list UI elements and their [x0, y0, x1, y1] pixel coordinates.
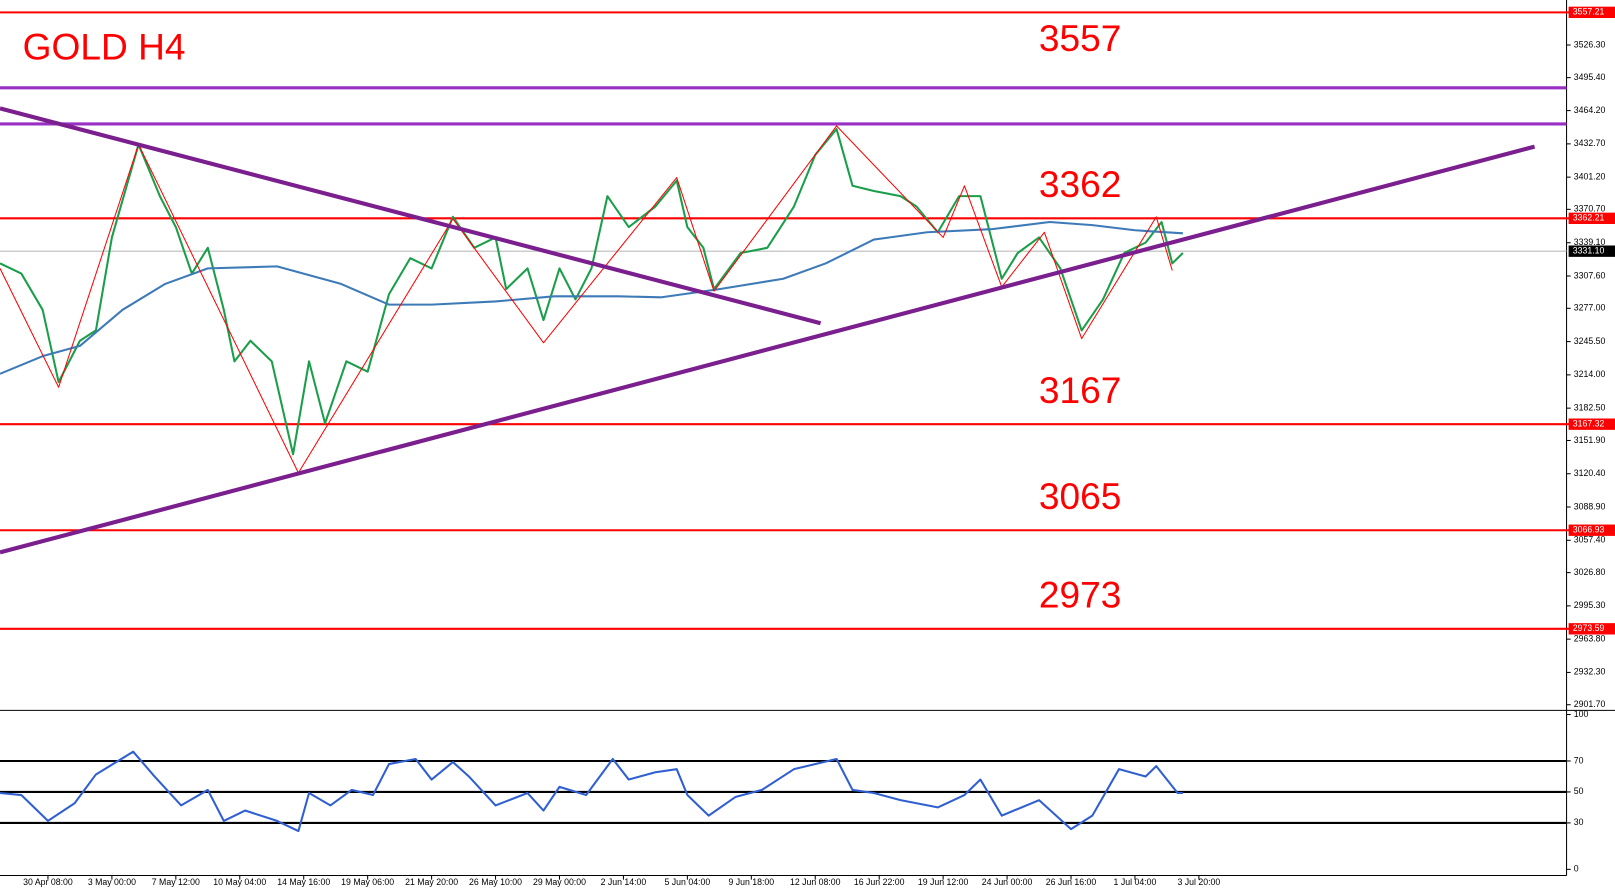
y-tick-label: 3432.70 [1574, 138, 1606, 148]
y-tick-label: 2901.70 [1574, 699, 1606, 709]
y-tick-label: 100 [1574, 709, 1589, 719]
y-tick-label: 3307.60 [1574, 270, 1606, 280]
x-tick-label: 7 May 12:00 [152, 877, 200, 887]
y-tick-label: 3151.90 [1574, 435, 1606, 445]
level-tag [1568, 6, 1615, 19]
x-tick-label: 16 Jun 22:00 [854, 877, 905, 887]
y-tick-label: 2932.30 [1574, 667, 1606, 677]
x-tick-label: 3 May 00:00 [88, 877, 136, 887]
last-price-label: 3331.10 [1573, 245, 1605, 255]
x-tick-label: 26 May 10:00 [469, 877, 522, 887]
level-tag-label: 3362.21 [1573, 213, 1605, 223]
y-tick-label: 3214.00 [1574, 369, 1606, 379]
x-tick-label: 19 May 06:00 [341, 877, 394, 887]
y-tick-label: 3088.90 [1574, 501, 1606, 511]
x-tick-label: 24 Jun 00:00 [982, 877, 1033, 887]
y-tick-label: 30 [1574, 817, 1584, 827]
y-tick-label: 0 [1574, 864, 1579, 874]
chart-title: GOLD H4 [23, 25, 186, 67]
y-tick-label: 3245.50 [1574, 336, 1606, 346]
x-tick-label: 3 Jul 20:00 [1178, 877, 1221, 887]
trendline [0, 106, 822, 326]
y-tick-label: 3277.00 [1574, 303, 1606, 313]
y-tick-label: 3401.20 [1574, 171, 1606, 181]
series-line [0, 125, 1173, 474]
level-annotation: 3167 [1039, 369, 1122, 411]
y-tick-label: 3339.10 [1574, 237, 1606, 247]
x-tick-label: 21 May 20:00 [405, 877, 458, 887]
x-tick-label: 1 Jul 04:00 [1114, 877, 1157, 887]
y-tick-label: 3464.20 [1574, 105, 1606, 115]
x-tick-label: 9 Jun 18:00 [728, 877, 774, 887]
series-line [0, 220, 1183, 375]
y-tick-label: 50 [1574, 786, 1584, 796]
x-tick-label: 2 Jun 14:00 [601, 877, 647, 887]
x-tick-label: 10 May 04:00 [213, 877, 266, 887]
y-tick-label: 2995.30 [1574, 600, 1606, 610]
level-annotation: 2973 [1039, 574, 1122, 616]
level-tag-label: 2973.59 [1573, 623, 1605, 633]
x-tick-label: 14 May 16:00 [277, 877, 330, 887]
level-tag-label: 3167.32 [1573, 418, 1605, 428]
trendline [0, 144, 1536, 555]
level-annotation: 3362 [1039, 163, 1122, 205]
x-tick-label: 29 May 00:00 [533, 877, 586, 887]
y-tick-label: 3495.40 [1574, 72, 1606, 82]
x-tick-label: 19 Jun 12:00 [918, 877, 969, 887]
y-tick-label: 3182.50 [1574, 402, 1606, 412]
level-tag-label: 3557.21 [1573, 7, 1605, 17]
x-tick-label: 30 Apr 08:00 [23, 877, 73, 887]
y-tick-label: 2963.80 [1574, 633, 1606, 643]
level-annotation: 3065 [1039, 475, 1122, 517]
y-tick-label: 3526.30 [1574, 39, 1606, 49]
series-line [0, 750, 1183, 833]
level-tag [1568, 212, 1615, 225]
y-tick-label: 3026.80 [1574, 567, 1606, 577]
y-tick-label: 3057.40 [1574, 535, 1606, 545]
level-tag [1568, 623, 1615, 635]
level-tag [1568, 524, 1615, 536]
x-tick-label: 5 Jun 04:00 [665, 877, 711, 887]
y-tick-label: 3120.40 [1574, 468, 1606, 478]
level-tag [1568, 418, 1615, 430]
y-tick-label: 70 [1574, 755, 1584, 765]
y-tick-label: 3370.70 [1574, 204, 1606, 214]
x-tick-label: 26 Jun 16:00 [1046, 877, 1097, 887]
x-tick-label: 12 Jun 08:00 [790, 877, 841, 887]
level-annotation: 3557 [1039, 17, 1122, 59]
level-tag-label: 3066.93 [1573, 525, 1605, 535]
last-price-tag [1568, 245, 1615, 257]
